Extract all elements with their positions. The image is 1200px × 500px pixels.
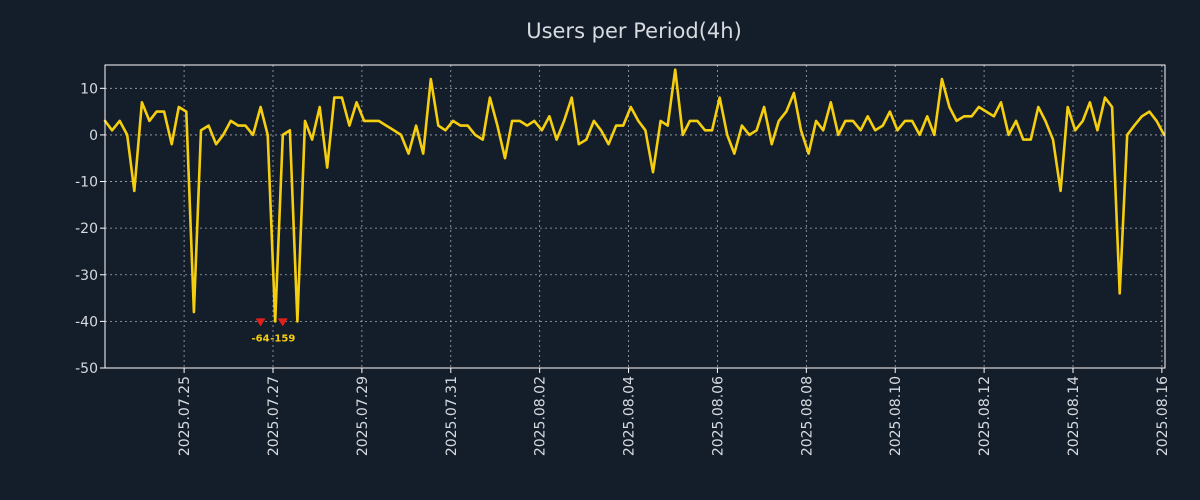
y-tick-label: 0 [89,128,98,144]
clip-value-label: -64 [252,333,270,344]
y-tick-label: -30 [75,268,98,284]
y-tick-label: -40 [75,314,98,330]
x-tick-label: 2025.07.29 [355,376,371,456]
series-layer [103,68,1166,323]
x-tick-label: 2025.08.14 [1066,376,1082,456]
y-tick-label: 10 [80,81,98,97]
x-tick-label: 2025.08.08 [799,376,815,456]
x-tick-label: 2025.08.10 [888,376,904,456]
y-tick-label: -20 [75,221,98,237]
clip-marker-arrow [255,318,266,327]
x-tick-label: 2025.08.16 [1155,376,1171,456]
x-tick-label: 2025.07.31 [444,376,460,456]
x-tick-label: 2025.08.02 [533,376,549,456]
x-tick-label: 2025.07.27 [266,376,282,456]
y-tick-label: -50 [75,361,98,377]
x-tick-label: 2025.08.12 [977,376,993,456]
clip-marker-layer: -64 -159 [252,318,295,344]
x-tick-label: 2025.08.06 [710,376,726,456]
axis-layer: 10 0 -10 -20 -30 -40 -50 2025.07.25 2025.07.27 20… [75,81,1171,456]
x-tick-label: 2025.07.25 [177,376,193,456]
plot-frame [104,64,1166,369]
clip-value-label: -159 [270,333,295,344]
x-tick-label: 2025.08.04 [622,376,638,456]
y-tick-label: -10 [75,175,98,191]
clip-marker-arrow [277,318,288,327]
chart-title: Users per Period(4h) [526,19,742,43]
series-line-0 [103,68,1166,323]
